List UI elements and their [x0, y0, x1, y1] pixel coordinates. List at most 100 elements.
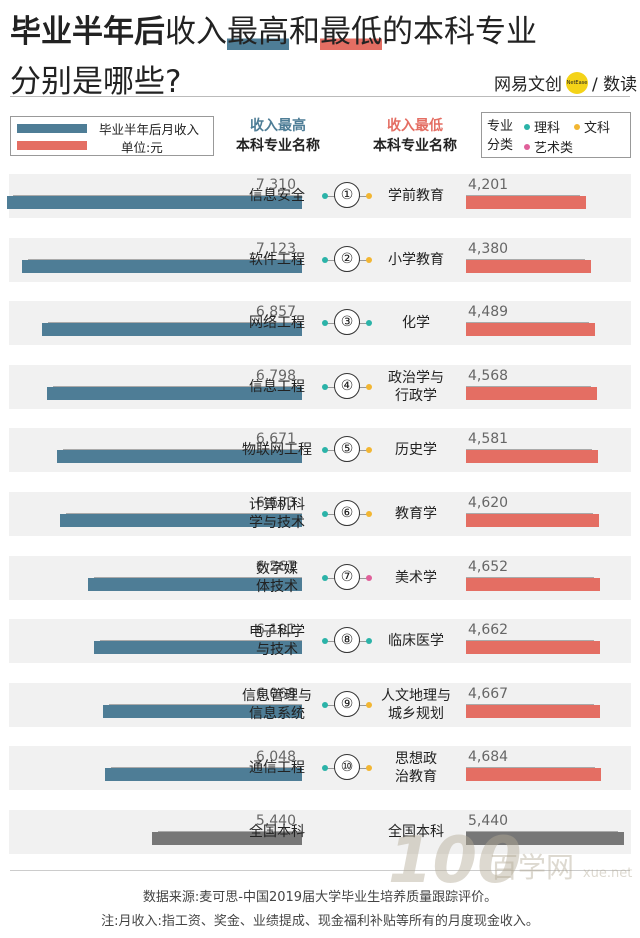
right-major-name: 美术学 [395, 569, 437, 586]
left-guide-line [93, 576, 302, 578]
left-major-name: 计算机科 学与技术 [249, 497, 305, 531]
left-value: 6,671 [255, 431, 296, 448]
right-bar [466, 704, 601, 718]
rank-badge: ⑥ [334, 500, 360, 526]
right-major-name: 教育学 [395, 506, 437, 522]
left-major-name: 网络工程 [249, 315, 305, 332]
left-major-name: 物联网工程 [242, 442, 312, 459]
left-major-name: 信息管理与 信息系统 [242, 687, 312, 722]
right-value: 4,568 [468, 367, 509, 384]
left-major-name: 软件工程 [249, 251, 305, 268]
right-bar [466, 386, 598, 400]
left-value: 6,267 [255, 558, 296, 575]
right-guide-line [466, 322, 589, 324]
brand-logo: 网易文创 NetEase / 数读 [494, 70, 637, 95]
left-guide-line [48, 322, 302, 324]
left-major-name: 电子科学 与技术 [249, 624, 305, 659]
left-guide-line [99, 640, 302, 642]
right-bar [466, 450, 598, 464]
right-guide-line [466, 703, 595, 705]
rank-badge: ⑨ [334, 690, 360, 717]
right-bar [466, 323, 595, 337]
right-category-dot [366, 638, 372, 645]
rank-badge: ④ [334, 372, 360, 399]
left-category-dot [322, 701, 328, 708]
rank-badge: ③ [334, 309, 360, 336]
right-value: 4,581 [468, 431, 509, 448]
left-guide-line [13, 195, 302, 196]
left-bar [56, 450, 302, 464]
right-value: 4,684 [468, 749, 509, 766]
left-major-name: 信息工程 [249, 378, 305, 395]
left-major-name: 通信工程 [249, 760, 305, 777]
right-category-dot [366, 320, 372, 327]
right-major-name: 临床医学 [388, 633, 444, 650]
left-bar [42, 323, 302, 337]
left-value: 6,191 [255, 622, 296, 639]
rank-badge: ⑦ [334, 563, 360, 590]
footer-rule [10, 870, 630, 871]
left-major-name: 全国本科 [249, 824, 305, 840]
left-major-name: 信息安全 [249, 188, 305, 204]
right-category-dot [366, 701, 372, 708]
right-category-dot [366, 256, 372, 263]
right-major-name: 人文地理与 城乡规划 [381, 687, 451, 722]
footer-note: 注:月收入:指工资、奖金、业绩提成、现金福利补贴等所有的月度现金收入。 [101, 914, 539, 929]
right-value: 4,620 [468, 495, 509, 511]
right-bar [466, 514, 599, 527]
right-category-dot [366, 574, 372, 581]
left-category-dot [322, 447, 328, 454]
right-major-name: 学前教育 [388, 188, 444, 204]
category-science: 理科 [524, 117, 560, 136]
legend-swatch-unit [17, 140, 87, 150]
category-artistic: 艺术类 [524, 137, 573, 156]
legend: 毕业半年后月收入 单位:元 [10, 116, 214, 156]
right-major-name: 化学 [402, 315, 430, 332]
left-bar [103, 704, 302, 718]
left-guide-line [52, 385, 302, 387]
left-value: 6,068 [255, 685, 296, 702]
left-header: 收入最高 本科专业名称 [236, 118, 320, 154]
page-title: 毕业半年后收入最高和最低的本科专业 [10, 14, 537, 50]
left-major-name: 数字媒 体技术 [256, 560, 298, 595]
right-value: 4,489 [468, 304, 509, 321]
right-value: 4,380 [468, 240, 509, 257]
rank-badge: ① [334, 182, 360, 208]
right-category-dot [366, 765, 372, 772]
right-category-dot [366, 511, 372, 517]
left-value: 7,123 [255, 240, 296, 257]
left-category-dot [322, 765, 328, 772]
right-value: 4,662 [468, 622, 509, 639]
right-category-dot [366, 193, 372, 199]
right-major-name: 小学教育 [388, 251, 444, 268]
right-guide-line [466, 385, 592, 387]
right-bar [466, 768, 601, 782]
rank-badge: ② [334, 245, 360, 272]
left-value: 5,440 [255, 813, 296, 829]
left-bar [7, 196, 302, 209]
left-guide-line [62, 449, 302, 451]
right-guide-line [466, 195, 580, 196]
brand-logo-dot: NetEase [566, 71, 588, 94]
left-bar [151, 832, 302, 845]
right-category-dot [366, 383, 372, 390]
right-bar [466, 577, 600, 591]
left-value: 6,857 [255, 304, 296, 321]
right-header: 收入最低 本科专业名称 [373, 118, 457, 154]
left-value: 7,310 [255, 177, 296, 193]
right-guide-line [466, 576, 594, 578]
right-major-name: 全国本科 [388, 824, 444, 840]
left-bar [104, 768, 302, 782]
right-value: 5,440 [468, 813, 509, 829]
rank-badge: ⑧ [334, 627, 360, 654]
right-bar [466, 641, 601, 655]
right-guide-line [466, 640, 595, 642]
left-category-dot [322, 511, 328, 517]
legend-series-label: 毕业半年后月收入 [99, 122, 200, 137]
category-arts: 文科 [574, 117, 610, 136]
left-category-dot [322, 638, 328, 645]
left-bar [59, 514, 302, 527]
right-major-name: 政治学与 行政学 [388, 369, 444, 404]
rank-badge: ⑩ [334, 754, 360, 781]
left-bar [93, 641, 302, 655]
